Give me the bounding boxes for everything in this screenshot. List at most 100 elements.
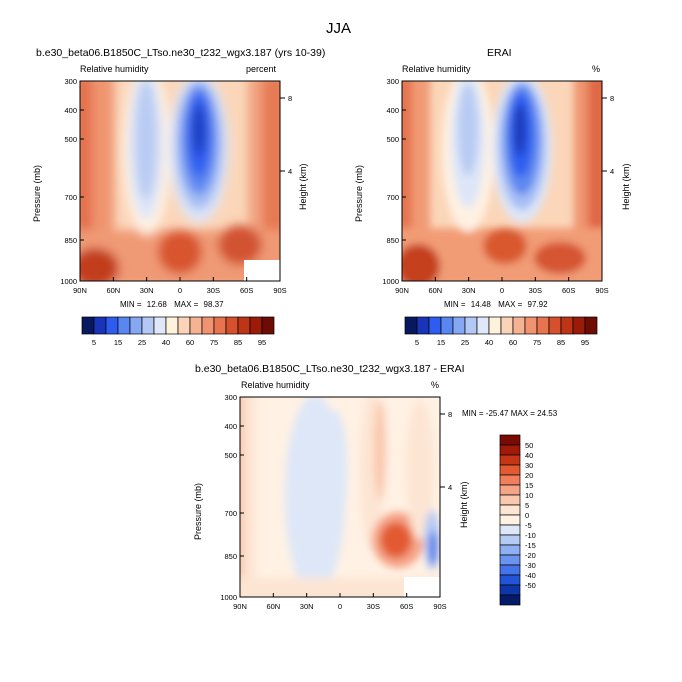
panel-1-colorbar-swatch [237,316,251,335]
panel-2-colorbar-swatch [548,316,562,335]
panel-1-ylabel-right: Height (km) [298,163,308,210]
panel-3-lat-tick-label: 90N [233,602,247,611]
panel-2-height-tick-label: 4 [610,167,614,176]
panel-2-colorbar-swatch [404,316,418,335]
panel-2-colorbar-swatch [488,316,502,335]
panel-1-pressure-tick-label: 500 [64,135,77,144]
panel-3-ylabel-right: Height (km) [459,481,469,528]
panel-1-colorbar-label: 85 [234,338,242,347]
panel-3-colorbar-label: 20 [525,471,533,480]
panel-1-height-tick-label: 4 [288,167,292,176]
panel-1-colorbar-swatch [117,316,131,335]
panel-3-colorbar-swatch [499,514,521,526]
panel-1-pressure-tick-label: 300 [64,77,77,86]
panel-2-ylabel-right: Height (km) [621,163,631,210]
panel-2-colorbar-swatch [452,316,466,335]
panel-2-colorbar-label: 40 [485,338,493,347]
panel-3-colorbar-swatch [499,444,521,456]
panel-1-field [80,81,280,281]
panel-1-colorbar-swatch [165,316,179,335]
panel-1-colorbar-label: 25 [138,338,146,347]
panel-2-pressure-tick-label: 1000 [382,277,399,286]
panel-3-stats: MIN = -25.47 MAX = 24.53 [462,409,558,418]
panel-1-min-value: 12.68 [146,300,167,309]
panel-3-colorbar-label: -5 [525,521,532,530]
panel-1-left-label: Relative humidity [80,64,149,74]
panel-3-lat-tick-label: 90S [433,602,446,611]
panel-1-colorbar-swatch [225,316,239,335]
panel-3-lat-tick-label: 60S [400,602,413,611]
panel-2-min-value: 14.48 [470,300,491,309]
panel-1-lat-tick-label: 90N [73,286,87,295]
panel-3-colorbar-label: 15 [525,481,533,490]
panel-1-height-tick-label: 8 [288,94,292,103]
panel-2-lat-tick-label: 90S [595,286,608,295]
panel-3-colorbar-label: -20 [525,551,536,560]
panel-3-colorbar-swatch [499,494,521,506]
panel-1-colorbar-swatch [249,316,263,335]
panel-3-colorbar-label: 40 [525,451,533,460]
panel-1-pressure-tick-label: 400 [64,106,77,115]
panel-2-colorbar-label: 95 [581,338,589,347]
panel-2-colorbar-swatch [440,316,454,335]
panel-1-title: b.e30_beta06.B1850C_LTso.ne30_t232_wgx3.… [36,47,326,59]
panel-1-colorbar-label: 40 [162,338,170,347]
panel-3-colorbar-swatch [499,484,521,496]
panel-2-pressure-tick-label: 850 [386,236,399,245]
panel-2-colorbar-label: 15 [437,338,445,347]
page-title: JJA [326,20,352,37]
panel-1-colorbar-swatch [201,316,215,335]
panel-2-colorbar-swatch [524,316,538,335]
panel-3-colorbar-label: -30 [525,561,536,570]
panel-1-colorbar-label: 60 [186,338,194,347]
panel-2-frame [401,80,603,282]
panel-1-pressure-tick-label: 1000 [60,277,77,286]
panel-3-colorbar-swatch [499,554,521,566]
panel-3-ylabel: Pressure (mb) [193,482,203,540]
panel-3-colorbar-label: 30 [525,461,533,470]
panel-3-colorbar-swatch [499,434,521,446]
panel-2-lat-tick-label: 30N [462,286,476,295]
panel-3-colorbar-swatch [499,534,521,546]
panel-1-min-label: MIN = [120,300,142,309]
panel-2-max-label: MAX = [498,300,523,309]
panel-3-pressure-tick-label: 500 [224,451,237,460]
panel-2-pressure-tick-label: 400 [386,106,399,115]
panel-2-colorbar-label: 60 [509,338,517,347]
panel-1-colorbar-swatch [213,316,227,335]
panel-2-right-label: % [592,64,601,74]
panel-3-colorbar-swatch [499,454,521,466]
panel-3-colorbar-swatch [499,504,521,516]
panel-1-colorbar-label: 15 [114,338,122,347]
panel-3-colorbar-label: -40 [525,571,536,580]
panel-2-left-label: Relative humidity [402,64,471,74]
panel-3-colorbar-label: 0 [525,511,529,520]
panel-2-max-value: 97.92 [527,300,548,309]
panel-3-colorbar-swatch [499,574,521,586]
panel-2-pressure-tick-label: 500 [386,135,399,144]
panel-1-right-label: percent [246,64,277,74]
panel-1-frame [79,80,281,282]
panel-2-field [402,81,602,281]
colorbars: 5 15 25 40 60 75 85 95 5 15 25 40 60 75 85 955040302015… [81,316,598,606]
panel-2-colorbar-swatch [464,316,478,335]
panel-2-colorbar-label: 5 [415,338,419,347]
panel-1-colorbar-label: 75 [210,338,218,347]
panel-1-stats: MIN = 12.68 MAX = 98.37 [120,300,224,309]
panel-3-pressure-tick-label: 850 [224,552,237,561]
panel-1-colorbar-label: 5 [92,338,96,347]
panel-2-colorbar-label: 25 [461,338,469,347]
panel-3-field [240,397,440,597]
panel-1-colorbar-swatch [93,316,107,335]
panel-3-pressure-tick-label: 700 [224,509,237,518]
panel-1-lat-tick-label: 90S [273,286,286,295]
panel-2-colorbar-swatch [584,316,598,335]
panel-1-lat-tick-label: 0 [178,286,182,295]
panel-3-colorbar-swatch [499,594,521,606]
panel-1-colorbar-swatch [261,316,275,335]
panel-3-colorbar-label: 50 [525,441,533,450]
panel-2-stats: MIN = 14.48 MAX = 97.92 [444,300,548,309]
panel-2-lat-tick-label: 30S [529,286,542,295]
